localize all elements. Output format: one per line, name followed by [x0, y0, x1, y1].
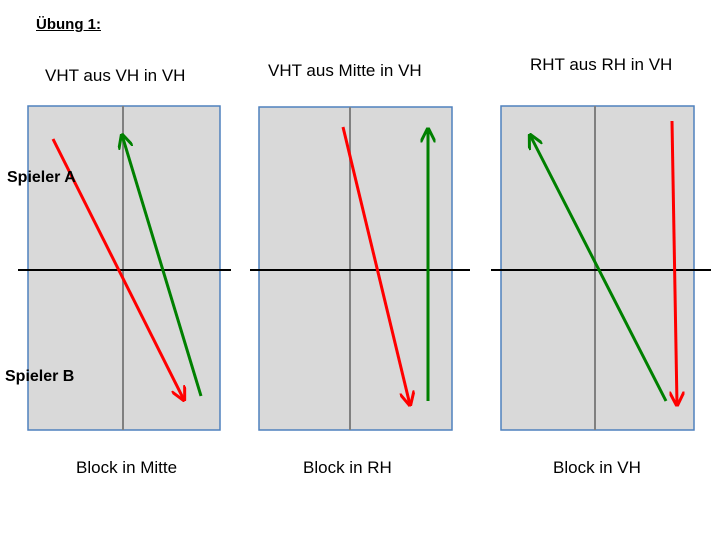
court-3-green-arrow — [530, 135, 668, 402]
court-panel-2 — [250, 106, 470, 431]
court-panel-3 — [491, 105, 711, 431]
court-1-red-arrow — [51, 138, 184, 400]
panel-3-heading: RHT aus RH in VH — [530, 55, 673, 74]
player-b-label: Spieler B — [5, 368, 75, 385]
panel-2-heading: VHT aus Mitte in VH — [268, 61, 422, 80]
court-2-table — [258, 106, 453, 431]
panel-1-footer: Block in Mitte — [76, 458, 178, 477]
panel-1-heading: VHT aus VH in VH — [45, 66, 186, 85]
court-panel-1 — [18, 105, 231, 431]
court-3-red-arrow — [672, 120, 677, 405]
player-a-label: Spieler A — [7, 169, 76, 186]
panel-2-footer: Block in RH — [303, 458, 392, 477]
panel-3-footer: Block in VH — [553, 458, 641, 477]
court-2-red-arrow — [341, 126, 410, 405]
exercise-title: Übung 1: — [36, 16, 101, 33]
court-1-green-arrow — [122, 135, 203, 397]
